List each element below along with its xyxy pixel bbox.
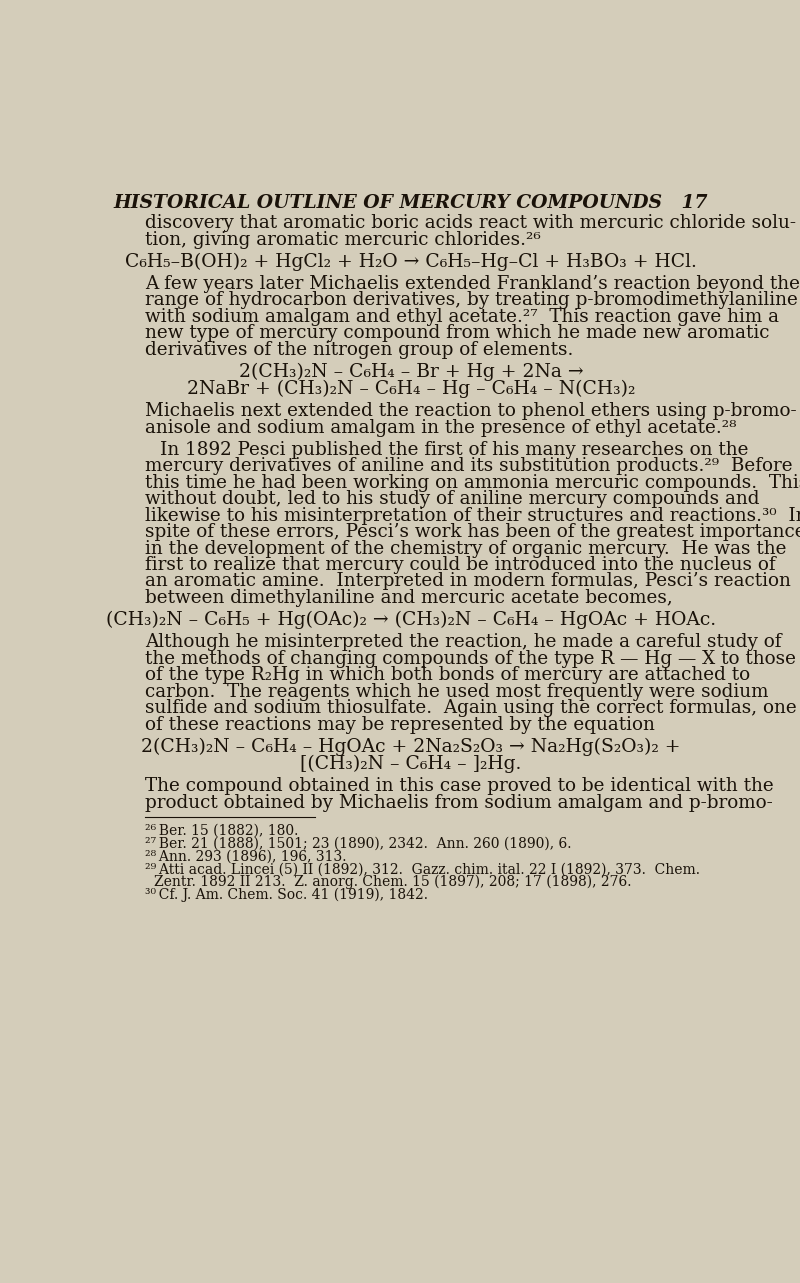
Text: spite of these errors, Pesci’s work has been of the greatest importance: spite of these errors, Pesci’s work has …: [145, 523, 800, 541]
Text: ²⁷ Ber. 21 (1888), 1501; 23 (1890), 2342.  Ann. 260 (1890), 6.: ²⁷ Ber. 21 (1888), 1501; 23 (1890), 2342…: [145, 837, 571, 851]
Text: this time he had been working on ammonia mercuric compounds.  This,: this time he had been working on ammonia…: [145, 473, 800, 491]
Text: anisole and sodium amalgam in the presence of ethyl acetate.²⁸: anisole and sodium amalgam in the presen…: [145, 418, 737, 436]
Text: Although he misinterpreted the reaction, he made a careful study of: Although he misinterpreted the reaction,…: [145, 634, 782, 652]
Text: mercury derivatives of aniline and its substitution products.²⁹  Before: mercury derivatives of aniline and its s…: [145, 457, 793, 475]
Text: [(CH₃)₂N – C₆H₄ – ]₂Hg.: [(CH₃)₂N – C₆H₄ – ]₂Hg.: [301, 754, 522, 772]
Text: sulfide and sodium thiosulfate.  Again using the correct formulas, one: sulfide and sodium thiosulfate. Again us…: [145, 699, 797, 717]
Text: derivatives of the nitrogen group of elements.: derivatives of the nitrogen group of ele…: [145, 341, 574, 359]
Text: ²⁶ Ber. 15 (1882), 180.: ²⁶ Ber. 15 (1882), 180.: [145, 824, 298, 838]
Text: first to realize that mercury could be introduced into the nucleus of: first to realize that mercury could be i…: [145, 556, 775, 574]
Text: 2(CH₃)₂N – C₆H₄ – HgOAc + 2Na₂S₂O₃ → Na₂Hg(S₂O₃)₂ +: 2(CH₃)₂N – C₆H₄ – HgOAc + 2Na₂S₂O₃ → Na₂…: [142, 738, 681, 756]
Text: of the type R₂Hg in which both bonds of mercury are attached to: of the type R₂Hg in which both bonds of …: [145, 666, 750, 684]
Text: The compound obtained in this case proved to be identical with the: The compound obtained in this case prove…: [145, 777, 774, 795]
Text: in the development of the chemistry of organic mercury.  He was the: in the development of the chemistry of o…: [145, 540, 786, 558]
Text: an aromatic amine.  Interpreted in modern formulas, Pesci’s reaction: an aromatic amine. Interpreted in modern…: [145, 572, 791, 590]
Text: Zentr. 1892 II 213.  Z. anorg. Chem. 15 (1897), 208; 17 (1898), 276.: Zentr. 1892 II 213. Z. anorg. Chem. 15 (…: [154, 875, 632, 889]
Text: C₆H₅–B(OH)₂ + HgCl₂ + H₂O → C₆H₅–Hg–Cl + H₃BO₃ + HCl.: C₆H₅–B(OH)₂ + HgCl₂ + H₂O → C₆H₅–Hg–Cl +…: [126, 253, 697, 271]
Text: carbon.  The reagents which he used most frequently were sodium: carbon. The reagents which he used most …: [145, 683, 769, 701]
Text: new type of mercury compound from which he made new aromatic: new type of mercury compound from which …: [145, 325, 770, 343]
Text: Michaelis next extended the reaction to phenol ethers using p-bromo-: Michaelis next extended the reaction to …: [145, 402, 797, 421]
Text: with sodium amalgam and ethyl acetate.²⁷  This reaction gave him a: with sodium amalgam and ethyl acetate.²⁷…: [145, 308, 779, 326]
Text: HISTORICAL OUTLINE OF MERCURY COMPOUNDS   17: HISTORICAL OUTLINE OF MERCURY COMPOUNDS …: [114, 194, 709, 212]
Text: ³⁰ Cf. J. Am. Chem. Soc. 41 (1919), 1842.: ³⁰ Cf. J. Am. Chem. Soc. 41 (1919), 1842…: [145, 888, 428, 902]
Text: 2NaBr + (CH₃)₂N – C₆H₄ – Hg – C₆H₄ – N(CH₃)₂: 2NaBr + (CH₃)₂N – C₆H₄ – Hg – C₆H₄ – N(C…: [187, 380, 635, 398]
Text: range of hydrocarbon derivatives, by treating p-bromodimethylaniline: range of hydrocarbon derivatives, by tre…: [145, 291, 798, 309]
Text: between dimethylaniline and mercuric acetate becomes,: between dimethylaniline and mercuric ace…: [145, 589, 673, 607]
Text: the methods of changing compounds of the type R — Hg — X to those: the methods of changing compounds of the…: [145, 650, 796, 668]
Text: ²⁹ Atti acad. Lincei (5) II (1892), 312.  Gazz. chim. ital. 22 I (1892), 373.  C: ²⁹ Atti acad. Lincei (5) II (1892), 312.…: [145, 862, 700, 876]
Text: tion, giving aromatic mercuric chlorides.²⁶: tion, giving aromatic mercuric chlorides…: [145, 231, 541, 249]
Text: (CH₃)₂N – C₆H₅ + Hg(OAc)₂ → (CH₃)₂N – C₆H₄ – HgOAc + HOAc.: (CH₃)₂N – C₆H₅ + Hg(OAc)₂ → (CH₃)₂N – C₆…: [106, 611, 716, 629]
Text: discovery that aromatic boric acids react with mercuric chloride solu-: discovery that aromatic boric acids reac…: [145, 214, 796, 232]
Text: without doubt, led to his study of aniline mercury compounds and: without doubt, led to his study of anili…: [145, 490, 759, 508]
Text: product obtained by Michaelis from sodium amalgam and p-bromo-: product obtained by Michaelis from sodiu…: [145, 793, 773, 812]
Text: 2(CH₃)₂N – C₆H₄ – Br + Hg + 2Na →: 2(CH₃)₂N – C₆H₄ – Br + Hg + 2Na →: [239, 363, 583, 381]
Text: ²⁸ Ann. 293 (1896), 196, 313.: ²⁸ Ann. 293 (1896), 196, 313.: [145, 849, 346, 863]
Text: A few years later Michaelis extended Frankland’s reaction beyond the: A few years later Michaelis extended Fra…: [145, 275, 800, 293]
Text: of these reactions may be represented by the equation: of these reactions may be represented by…: [145, 716, 655, 734]
Text: likewise to his misinterpretation of their structures and reactions.³⁰  In: likewise to his misinterpretation of the…: [145, 507, 800, 525]
Text: In 1892 Pesci published the first of his many researches on the: In 1892 Pesci published the first of his…: [160, 441, 749, 459]
